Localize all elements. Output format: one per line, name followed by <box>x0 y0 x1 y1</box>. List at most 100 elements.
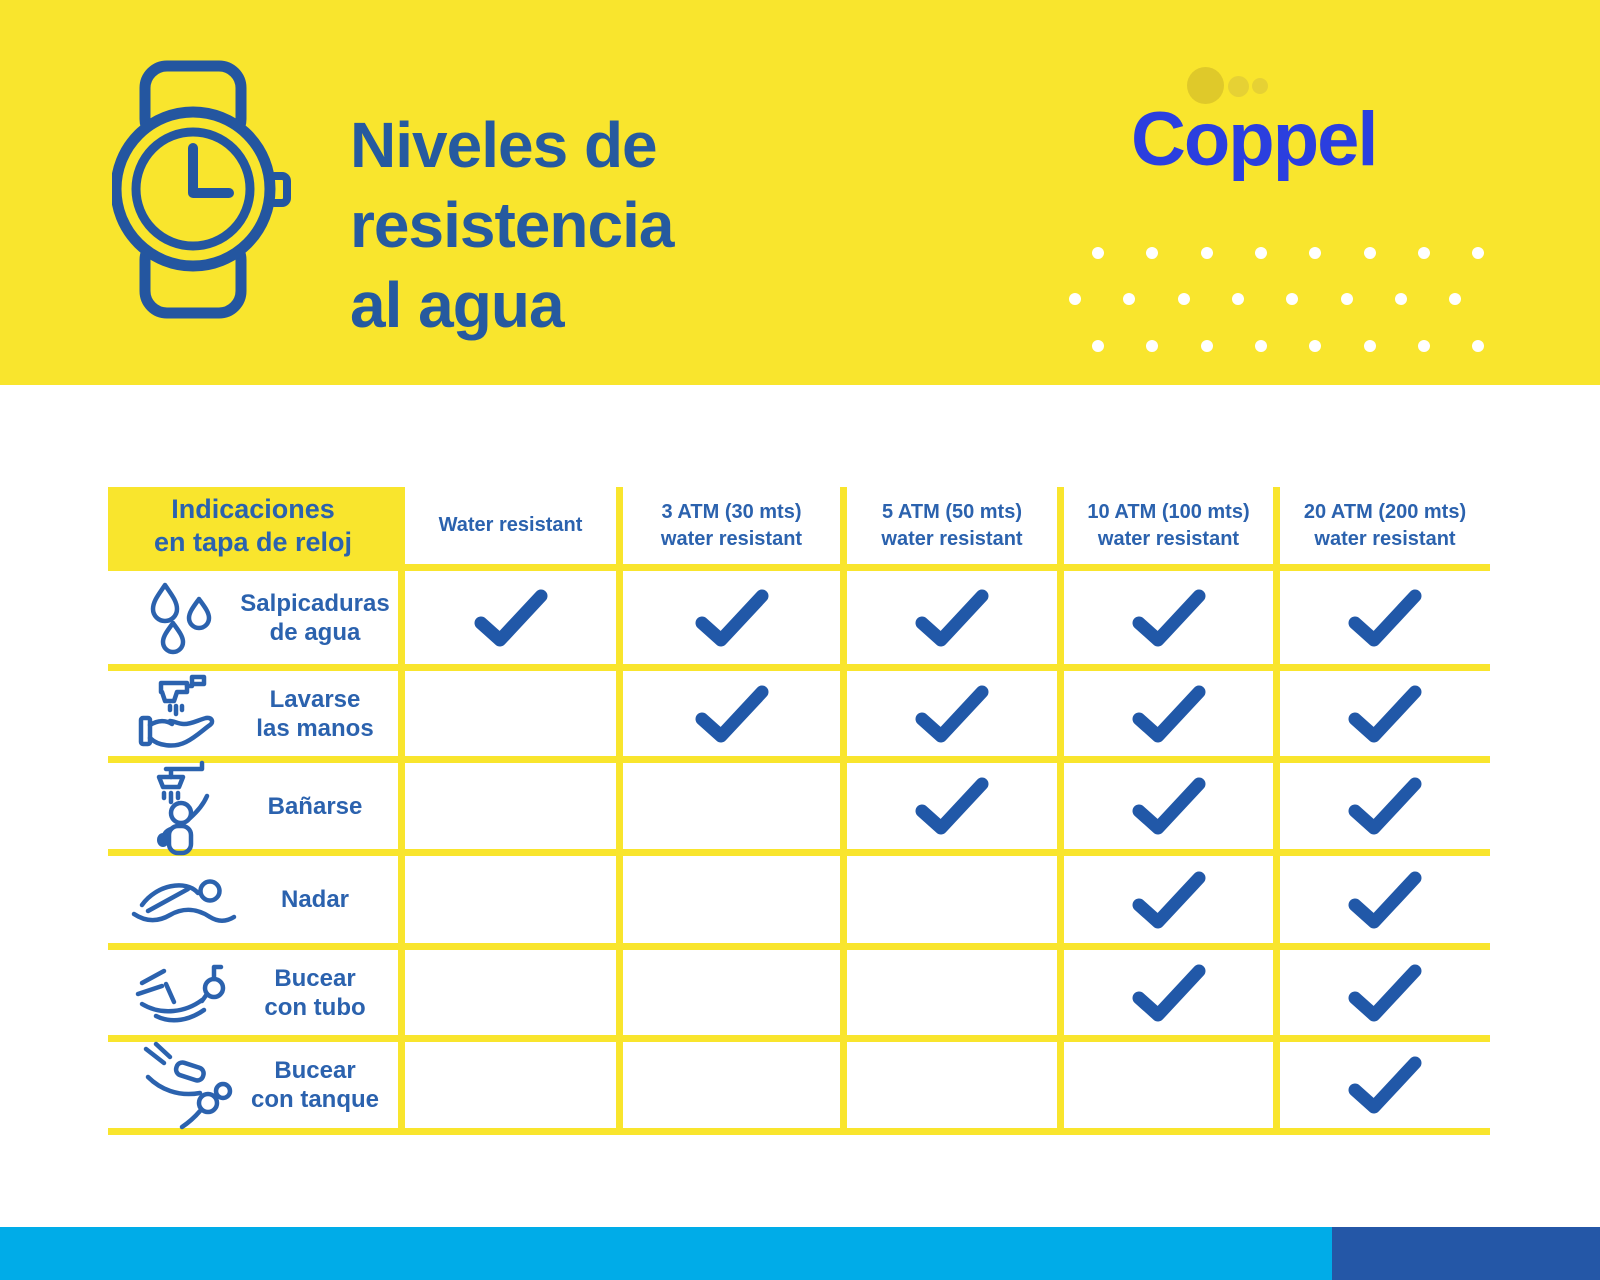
label-line: 10 ATM (100 mts) <box>1087 500 1250 523</box>
check-cell <box>1280 1042 1490 1135</box>
pattern-dot <box>1092 340 1104 352</box>
check-cell <box>1064 763 1280 856</box>
page-title: Niveles de resistencia al agua <box>350 105 674 345</box>
hand-wash-icon <box>128 668 240 760</box>
check-icon <box>1348 964 1422 1021</box>
check-icon <box>695 589 768 646</box>
check-cell <box>623 571 847 671</box>
check-icon <box>1348 685 1422 742</box>
row-label-2: Lavarse las manos <box>108 671 405 763</box>
label-line: 3 ATM (30 mts) <box>661 500 802 523</box>
check-icon <box>1132 685 1205 742</box>
check-cell <box>1280 571 1490 671</box>
column-header-4: 10 ATM (100 mts) water resistant <box>1064 487 1280 571</box>
check-cell <box>623 950 847 1042</box>
check-cell <box>1064 571 1280 671</box>
check-cell <box>405 1042 623 1135</box>
row-label-text: Bucear con tanque <box>250 1057 379 1113</box>
check-cell <box>1064 856 1280 950</box>
pattern-dot <box>1092 247 1104 259</box>
pattern-dot <box>1418 247 1430 259</box>
row-label-3: Bañarse <box>108 760 405 856</box>
pattern-dot <box>1309 247 1321 259</box>
check-icon <box>695 685 768 742</box>
row-label-text: Lavarse las manos <box>256 685 374 742</box>
pattern-dot <box>1069 293 1081 305</box>
pattern-dot <box>1472 247 1484 259</box>
check-icon <box>1132 871 1205 928</box>
label-line: water resistant <box>1314 527 1456 550</box>
header-banner: Niveles de resistencia al agua Coppel <box>0 0 1600 385</box>
check-cell <box>847 950 1064 1042</box>
check-icon <box>474 589 547 646</box>
row-label-text: Bañarse <box>267 792 363 820</box>
logo-circle-large <box>1187 67 1224 104</box>
table-corner-header: Indicaciones en tapa de reloj <box>108 487 405 571</box>
check-cell <box>847 763 1064 856</box>
check-icon <box>915 685 989 742</box>
pattern-dot <box>1364 340 1376 352</box>
check-icon <box>1348 777 1422 835</box>
pattern-dot <box>1472 340 1484 352</box>
snorkel-icon <box>128 956 240 1030</box>
water-drops-icon <box>128 578 240 658</box>
check-icon <box>915 777 989 835</box>
check-cell <box>405 856 623 950</box>
column-header-2: 3 ATM (30 mts) water resistant <box>623 487 847 571</box>
pattern-dot <box>1418 340 1430 352</box>
label-line: en tapa de reloj <box>153 526 353 557</box>
row-label-text: Salpicaduras de agua <box>240 589 390 646</box>
label-line: 20 ATM (200 mts) <box>1303 500 1467 523</box>
pattern-dot <box>1178 293 1190 305</box>
check-icon <box>1348 589 1422 646</box>
check-cell <box>623 1042 847 1135</box>
pattern-dot <box>1255 340 1267 352</box>
check-icon <box>1348 871 1422 928</box>
label-line: water resistant <box>881 527 1023 550</box>
check-cell <box>847 671 1064 763</box>
check-cell <box>1064 671 1280 763</box>
label-line: water resistant <box>660 527 803 550</box>
pattern-dot <box>1201 247 1213 259</box>
page-title-line: al agua <box>350 268 565 341</box>
pattern-dot <box>1286 293 1298 305</box>
check-cell <box>623 856 847 950</box>
check-cell <box>405 950 623 1042</box>
pattern-dot <box>1232 293 1244 305</box>
label-line: Indicaciones <box>171 493 335 524</box>
check-cell <box>847 571 1064 671</box>
check-icon <box>915 589 989 646</box>
pattern-dot <box>1255 247 1267 259</box>
column-header-3: 5 ATM (50 mts) water resistant <box>847 487 1064 571</box>
pattern-dot <box>1146 340 1158 352</box>
pattern-dot <box>1309 340 1321 352</box>
row-label-5: Bucear con tubo <box>108 950 405 1042</box>
label-line: Water resistant <box>438 514 583 536</box>
check-cell <box>1280 950 1490 1042</box>
coppel-logo: Coppel <box>1131 97 1379 182</box>
check-cell <box>1064 950 1280 1042</box>
check-cell <box>1280 671 1490 763</box>
row-label-6: Bucear con tanque <box>108 1039 405 1135</box>
check-cell <box>847 1042 1064 1135</box>
watch-icon <box>112 60 291 319</box>
label-line: 5 ATM (50 mts) <box>881 500 1023 523</box>
check-icon <box>1132 964 1205 1021</box>
check-cell <box>1280 856 1490 950</box>
scuba-icon <box>128 1039 240 1131</box>
pattern-dot <box>1395 293 1407 305</box>
row-label-text: Nadar <box>280 886 350 913</box>
pattern-dot <box>1364 247 1376 259</box>
pattern-dot <box>1201 340 1213 352</box>
check-cell <box>623 763 847 856</box>
row-label-1: Salpicaduras de agua <box>108 571 405 671</box>
footer-navy-bar <box>1332 1227 1600 1280</box>
check-cell <box>405 571 623 671</box>
check-icon <box>1132 589 1205 646</box>
check-cell <box>847 856 1064 950</box>
check-cell <box>623 671 847 763</box>
pattern-dot <box>1449 293 1461 305</box>
footer-cyan-bar <box>0 1227 1332 1280</box>
check-cell <box>405 763 623 856</box>
